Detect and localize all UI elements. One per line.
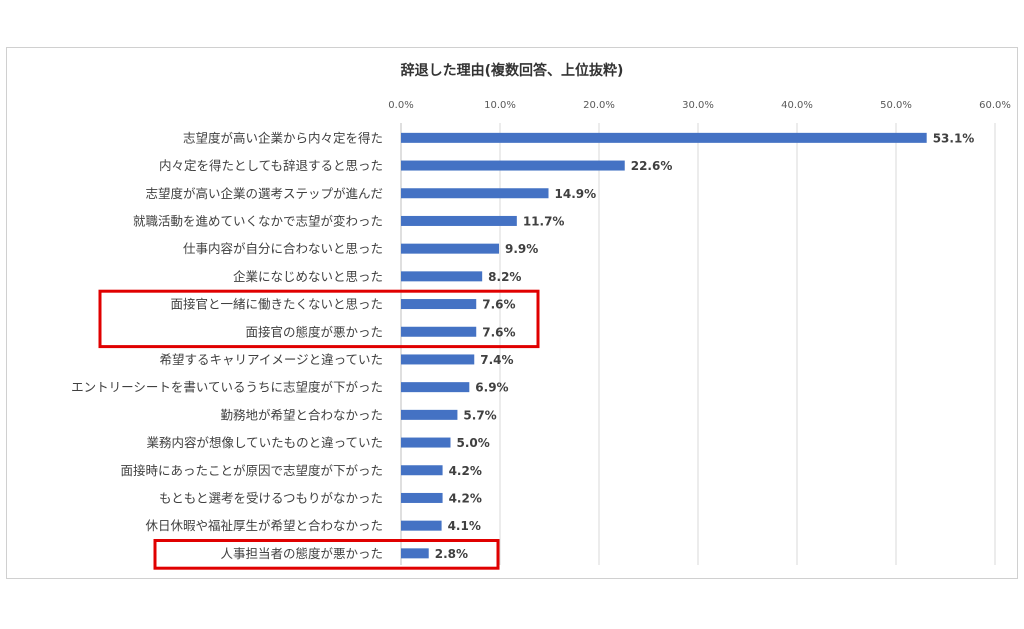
category-label: 仕事内容が自分に合わないと思った — [183, 241, 383, 256]
x-tick-label: 20.0% — [583, 100, 615, 111]
bar — [401, 271, 483, 282]
data-label: 2.8% — [435, 547, 468, 561]
category-label: 就職活動を進めていくなかで志望が変わった — [133, 213, 383, 228]
bar — [401, 382, 470, 393]
data-label: 53.1% — [933, 131, 975, 145]
data-label: 14.9% — [555, 187, 597, 201]
x-tick-label: 60.0% — [979, 100, 1011, 111]
x-tick-label: 30.0% — [682, 100, 714, 111]
category-label: 志望度が高い企業から内々定を得た — [183, 130, 383, 145]
data-label: 6.9% — [475, 381, 508, 395]
bar — [401, 132, 927, 143]
data-label: 4.2% — [449, 491, 482, 505]
category-label: 面接時にあったことが原因で志望度が下がった — [120, 463, 383, 478]
category-label: 勤務地が希望と合わなかった — [220, 407, 383, 422]
data-label: 4.2% — [449, 464, 482, 478]
category-label: 希望するキャリアイメージと違っていた — [159, 352, 383, 367]
bar — [401, 409, 458, 420]
category-label: 内々定を得たとしても辞退すると思った — [159, 158, 383, 173]
bar — [401, 437, 451, 448]
chart-title: 辞退した理由(複数回答、上位抜粋) — [400, 63, 624, 79]
bar — [401, 520, 442, 531]
category-label: 志望度が高い企業の選考ステップが進んだ — [145, 186, 383, 201]
category-label: もともと選考を受けるつもりがなかった — [159, 490, 383, 505]
data-label: 22.6% — [631, 159, 673, 173]
x-tick-label: 0.0% — [388, 100, 413, 111]
bar — [401, 465, 443, 476]
highlight-box — [98, 289, 540, 349]
data-label: 7.6% — [482, 325, 515, 339]
data-label: 4.1% — [448, 519, 481, 533]
data-label: 8.2% — [488, 270, 521, 284]
category-label: 業務内容が想像していたものと違っていた — [146, 435, 383, 450]
category-label: エントリーシートを書いているうちに志望度が下がった — [71, 380, 383, 395]
bar — [401, 326, 477, 337]
category-label: 面接官と一緒に働きたくないと思った — [170, 297, 383, 312]
x-tick-label: 50.0% — [880, 100, 912, 111]
bar — [401, 215, 517, 226]
data-label: 9.9% — [505, 242, 538, 256]
category-label: 企業になじめないと思った — [233, 269, 383, 284]
category-label: 人事担当者の態度が悪かった — [220, 546, 383, 561]
bar — [401, 243, 500, 254]
data-label: 5.7% — [463, 408, 496, 422]
category-label: 休日休暇や福祉厚生が希望と合わなかった — [145, 518, 383, 533]
x-tick-label: 10.0% — [484, 100, 516, 111]
data-label: 11.7% — [523, 214, 565, 228]
data-label: 7.4% — [480, 353, 513, 367]
bar — [401, 492, 443, 503]
x-tick-label: 40.0% — [781, 100, 813, 111]
bar — [401, 299, 477, 310]
bar — [401, 548, 429, 559]
bar — [401, 188, 549, 199]
bar — [401, 160, 625, 171]
data-label: 7.6% — [482, 298, 515, 312]
highlight-box — [153, 539, 500, 570]
category-label: 面接官の態度が悪かった — [245, 324, 383, 339]
bar — [401, 354, 475, 365]
data-label: 5.0% — [457, 436, 490, 450]
